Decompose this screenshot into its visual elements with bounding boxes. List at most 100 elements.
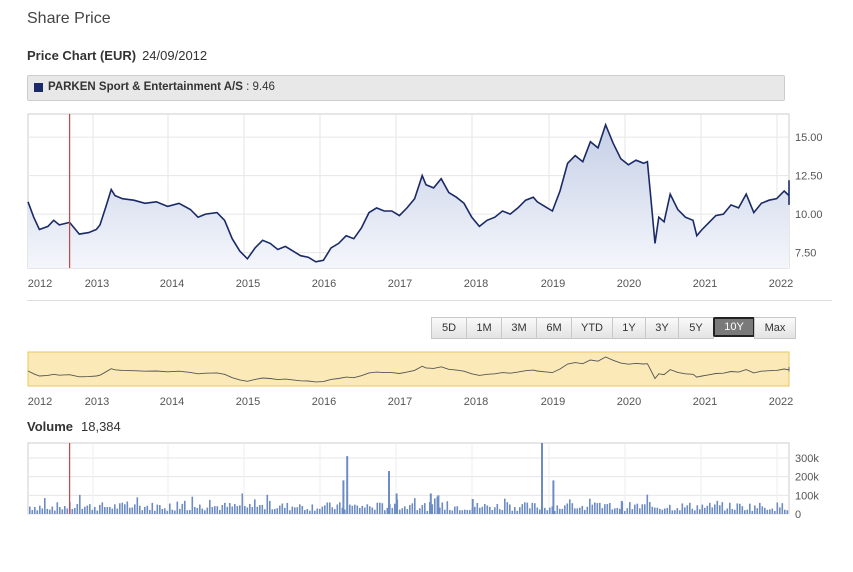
x-tick-label: 2016 [312,278,336,290]
volume-bar [191,496,194,514]
volume-bar-spike [388,471,390,514]
volume-bar [384,510,386,514]
volume-bar [524,502,526,514]
volume-bar [34,507,36,514]
volume-chart[interactable]: 300k 200k 100k 0 [0,438,853,528]
volume-bar [204,510,206,514]
volume-bar [364,507,366,514]
x-tick-label: 2012 [28,278,52,290]
range-button-max[interactable]: Max [754,317,796,339]
volume-y-tick-label: 100k [795,490,819,502]
volume-bar [626,508,629,514]
page-title: Share Price [27,10,111,27]
range-button-ytd[interactable]: YTD [571,317,613,339]
volume-label: Volume [27,419,73,434]
y-tick-label: 7.50 [795,248,816,260]
volume-bar [436,496,439,514]
volume-bar [576,508,579,514]
volume-bar [666,507,669,514]
volume-bar [124,504,126,514]
x-tick-label: 2014 [160,278,184,290]
volume-bar [174,510,176,514]
volume-bar [481,506,484,514]
volume-bar [111,508,114,514]
range-button-3m[interactable]: 3M [501,317,537,339]
volume-bar [506,502,509,514]
volume-bar [391,507,394,514]
volume-bar [736,503,739,514]
volume-bar [201,508,204,514]
volume-bar [311,504,314,514]
volume-bar [654,507,656,514]
volume-bar [274,508,276,514]
volume-bar [176,501,179,514]
volume-bar [234,503,236,514]
volume-bar [91,509,94,514]
volume-bar [409,505,411,514]
volume-bar [264,509,266,514]
volume-bar [86,505,89,514]
price-chart[interactable]: 7.50 10.00 12.50 15.00 2012 2013 2014 2015 2016 2… [0,0,853,300]
volume-bar [401,508,404,514]
volume-bar [414,498,416,514]
volume-bar [709,502,711,514]
volume-bar [684,507,686,514]
volume-bar [756,508,759,514]
range-button-1y[interactable]: 1Y [612,317,646,339]
range-button-5d[interactable]: 5D [431,317,467,339]
volume-bar [701,504,704,514]
volume-bar [349,504,351,514]
x-tick-label: 2017 [388,278,412,290]
x-tick-label: 2020 [617,278,641,290]
volume-bar [49,509,51,514]
volume-bar [146,505,149,514]
volume-bar [596,503,599,514]
volume-bar-spike [395,493,398,514]
volume-bar [359,507,361,514]
volume-bar [386,507,389,514]
volume-bar [399,509,401,514]
range-button-6m[interactable]: 6M [536,317,572,339]
volume-bar [714,504,716,514]
price-chart-date: 24/09/2012 [142,48,208,63]
range-button-3y[interactable]: 3Y [645,317,679,339]
range-button-5y[interactable]: 5Y [678,317,714,339]
range-button-10y[interactable]: 10Y [713,317,755,337]
volume-bar [759,502,761,514]
volume-bar [579,507,581,514]
volume-bar [681,503,684,514]
volume-bar [76,504,79,514]
volume-bar [94,506,96,514]
volume-bar [279,505,281,514]
legend-text: PARKEN Sport & Entertainment A/S : 9.46 [48,81,275,93]
volume-bar [271,509,274,514]
range-button-1m[interactable]: 1M [466,317,502,339]
volume-bar [56,502,59,514]
volume-bar [559,508,561,514]
navigator-window[interactable] [27,351,790,387]
volume-bar [639,508,641,514]
legend-swatch [34,83,43,92]
volume-bar [156,504,159,514]
volume-bar [536,507,539,514]
volume-bar [466,509,469,514]
volume-bar [161,508,164,514]
volume-bar [284,507,286,514]
volume-bar [761,506,764,514]
volume-bar [379,502,381,514]
volume-bar [444,509,446,514]
volume-bar [551,506,554,514]
volume-bar [449,509,451,514]
volume-heading: Volume 18,384 [27,419,121,434]
volume-bar [534,503,536,514]
volume-bar [664,508,666,514]
y-tick-label: 15.00 [795,132,823,144]
volume-bar [419,508,421,514]
volume-bar [469,510,471,514]
volume-bar [149,509,151,514]
volume-bar [456,506,459,514]
navigator-x-label: 2014 [160,396,184,408]
volume-bar [181,503,184,514]
volume-bar [281,503,284,514]
navigator-chart[interactable]: 2012 2013 2014 2015 2016 2017 2018 2019 2020 2021… [0,345,853,410]
